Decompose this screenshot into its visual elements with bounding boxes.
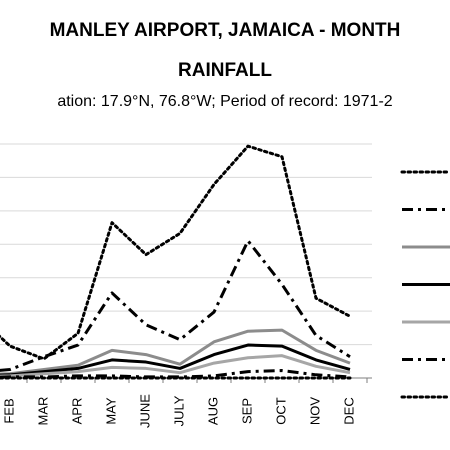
- x-tick-label: NOV: [307, 397, 322, 426]
- x-tick-label: MAR: [35, 397, 50, 426]
- x-tick-label: MAY: [103, 397, 118, 425]
- x-tick-label: AUG: [205, 397, 220, 425]
- x-tick-label: JULY: [171, 395, 186, 426]
- series-line-3: [0, 328, 351, 376]
- series-line-2: [0, 239, 351, 372]
- series-line-4: [0, 343, 351, 377]
- x-tick-label: FEB: [1, 398, 16, 423]
- series-line-1: [0, 144, 352, 361]
- chart-subtitle: ation: 17.9°N, 76.8°W; Period of record:…: [57, 93, 393, 110]
- x-tick-label: DEC: [341, 397, 356, 424]
- chart-title-line-1: MANLEY AIRPORT, JAMAICA - MONTH: [49, 20, 401, 41]
- series-line-5: [0, 354, 351, 378]
- x-tick-label: APR: [69, 398, 84, 425]
- x-tick-label: OCT: [273, 397, 288, 425]
- series-line-6: [0, 369, 351, 379]
- x-tick-label: JUNE: [137, 394, 152, 428]
- chart-title-line-2: RAINFALL: [178, 60, 272, 81]
- x-tick-label: SEP: [239, 398, 254, 424]
